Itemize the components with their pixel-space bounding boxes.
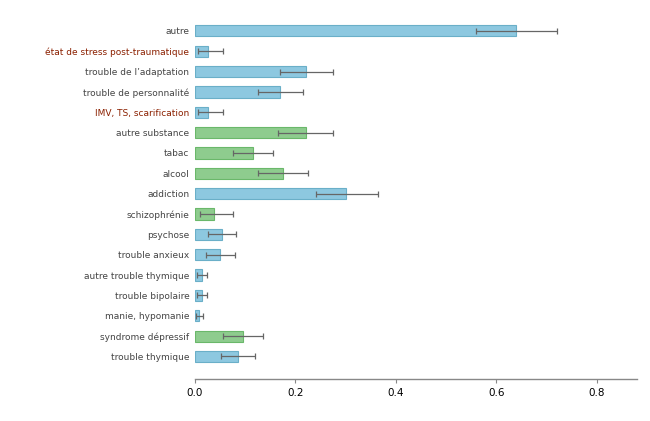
Bar — [195, 168, 283, 179]
Bar — [195, 229, 222, 240]
Bar — [195, 208, 214, 220]
Bar — [195, 66, 306, 77]
Bar — [195, 310, 199, 321]
Bar — [195, 107, 207, 118]
Bar — [195, 127, 306, 138]
Bar — [195, 330, 242, 342]
Bar — [195, 45, 207, 57]
Bar — [195, 25, 517, 37]
Bar — [195, 188, 346, 199]
Bar — [195, 249, 220, 260]
Bar — [195, 351, 238, 362]
Bar — [195, 86, 280, 98]
Bar — [195, 147, 253, 159]
Bar — [195, 290, 202, 301]
Bar — [195, 269, 202, 281]
